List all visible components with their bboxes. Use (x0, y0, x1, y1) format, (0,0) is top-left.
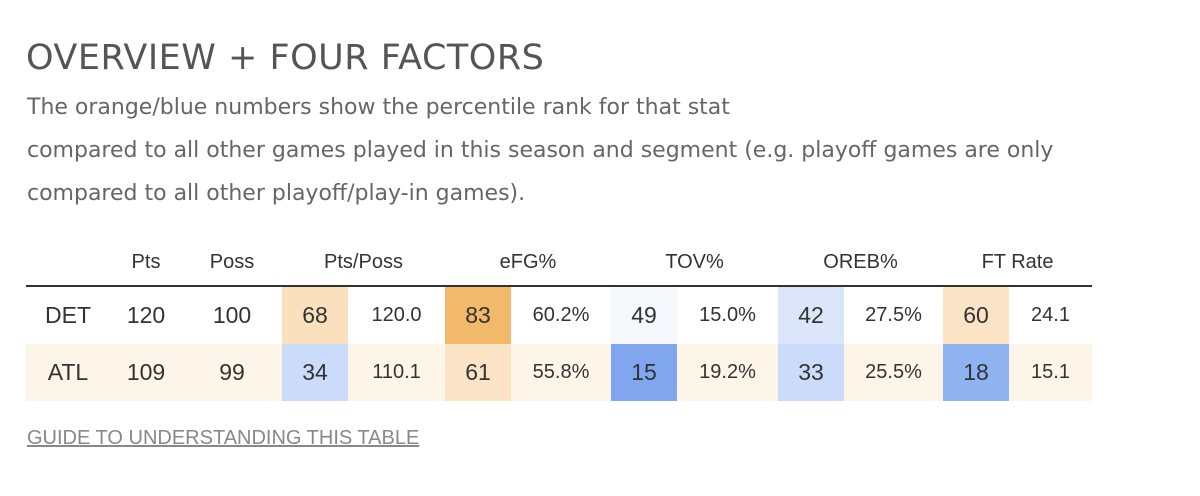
pts-poss-value: 110.1 (348, 344, 445, 401)
efg-value: 60.2% (532, 304, 590, 326)
team-name: ATL (26, 344, 110, 401)
guide-link[interactable]: GUIDE TO UNDERSTANDING THIS TABLE (27, 427, 420, 449)
header-team (26, 240, 110, 286)
table-row-det: DET 120 100 68 120.0 83 60.2% 49 15.0% 4… (26, 286, 1092, 344)
ft-rate-percentile: 18 (943, 344, 1009, 401)
efg-percentile: 83 (445, 286, 511, 344)
pts-value: 120 (126, 302, 166, 328)
page-title: OVERVIEW + FOUR FACTORS (26, 38, 545, 78)
pts-poss-value: 120.0 (371, 304, 422, 326)
header-poss: Poss (209, 251, 255, 273)
header-oreb: OREB% (823, 251, 898, 273)
ft-rate-value: 15.1 (1009, 344, 1092, 401)
tov-percentile: 15 (611, 344, 677, 401)
efg-percentile: 61 (445, 344, 511, 401)
header-pts-poss: Pts/Poss (324, 251, 403, 273)
tov-value: 19.2% (677, 344, 778, 401)
tov-value: 15.0% (699, 304, 756, 326)
oreb-value: 27.5% (865, 304, 922, 326)
four-factors-table: Pts Poss Pts/Poss eFG% TOV% OREB% FT Rat… (26, 240, 1092, 401)
ft-rate-value: 24.1 (1031, 304, 1070, 326)
pts-value: 109 (110, 344, 182, 401)
team-name: DET (45, 302, 91, 328)
poss-value: 99 (182, 344, 282, 401)
oreb-percentile: 42 (778, 286, 844, 344)
description-line-2: compared to all other games played in th… (27, 138, 1054, 163)
pts-poss-percentile: 68 (282, 286, 348, 344)
header-tov: TOV% (665, 251, 724, 273)
pts-poss-percentile: 34 (282, 344, 348, 401)
description: The orange/blue numbers show the percent… (27, 86, 1187, 215)
table-row-atl: ATL 109 99 34 110.1 61 55.8% 15 19.2% 33… (26, 344, 1092, 401)
description-line-3: compared to all other playoff/play-in ga… (27, 181, 526, 206)
header-efg: eFG% (499, 251, 557, 273)
table-header-row: Pts Poss Pts/Poss eFG% TOV% OREB% FT Rat… (26, 240, 1092, 286)
header-ft-rate: FT Rate (981, 251, 1054, 273)
efg-value: 55.8% (511, 344, 611, 401)
ft-rate-percentile: 60 (943, 286, 1009, 344)
oreb-value: 25.5% (844, 344, 943, 401)
header-pts: Pts (131, 251, 161, 273)
tov-percentile: 49 (611, 286, 677, 344)
poss-value: 100 (212, 302, 252, 328)
oreb-percentile: 33 (778, 344, 844, 401)
description-line-1: The orange/blue numbers show the percent… (27, 95, 730, 120)
